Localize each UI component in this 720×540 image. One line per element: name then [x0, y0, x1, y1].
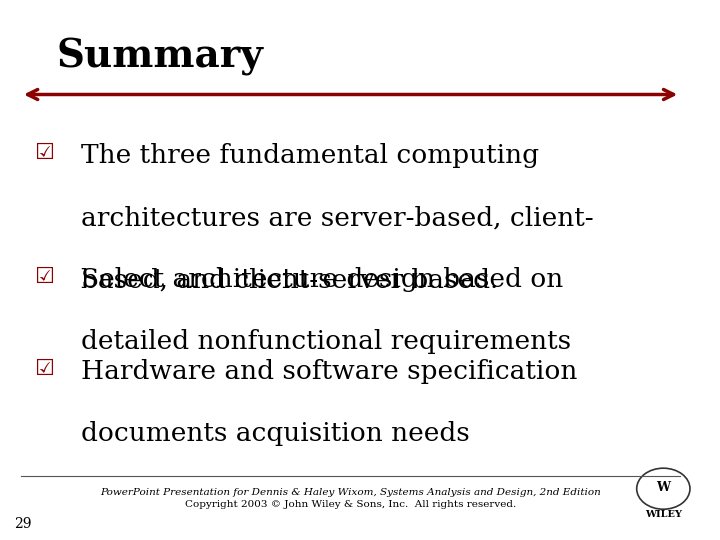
Text: Summary: Summary: [56, 38, 263, 76]
FancyArrowPatch shape: [27, 90, 673, 99]
Text: ☑: ☑: [34, 267, 54, 287]
Text: Hardware and software specification: Hardware and software specification: [81, 359, 577, 384]
Text: documents acquisition needs: documents acquisition needs: [81, 421, 469, 446]
Text: based, and client-server based.: based, and client-server based.: [81, 267, 498, 292]
Text: WILEY: WILEY: [645, 510, 682, 518]
Text: architectures are server-based, client-: architectures are server-based, client-: [81, 205, 593, 230]
Text: ☑: ☑: [34, 359, 54, 379]
Text: ☑: ☑: [34, 143, 54, 163]
Text: 29: 29: [14, 517, 32, 531]
Text: Copyright 2003 © John Wiley & Sons, Inc.  All rights reserved.: Copyright 2003 © John Wiley & Sons, Inc.…: [185, 501, 516, 509]
Text: W: W: [657, 481, 670, 494]
Text: detailed nonfunctional requirements: detailed nonfunctional requirements: [81, 329, 571, 354]
Text: The three fundamental computing: The three fundamental computing: [81, 143, 539, 168]
Text: PowerPoint Presentation for Dennis & Haley Wixom, Systems Analysis and Design, 2: PowerPoint Presentation for Dennis & Hal…: [100, 488, 601, 497]
Text: Select architecture design based on: Select architecture design based on: [81, 267, 563, 292]
